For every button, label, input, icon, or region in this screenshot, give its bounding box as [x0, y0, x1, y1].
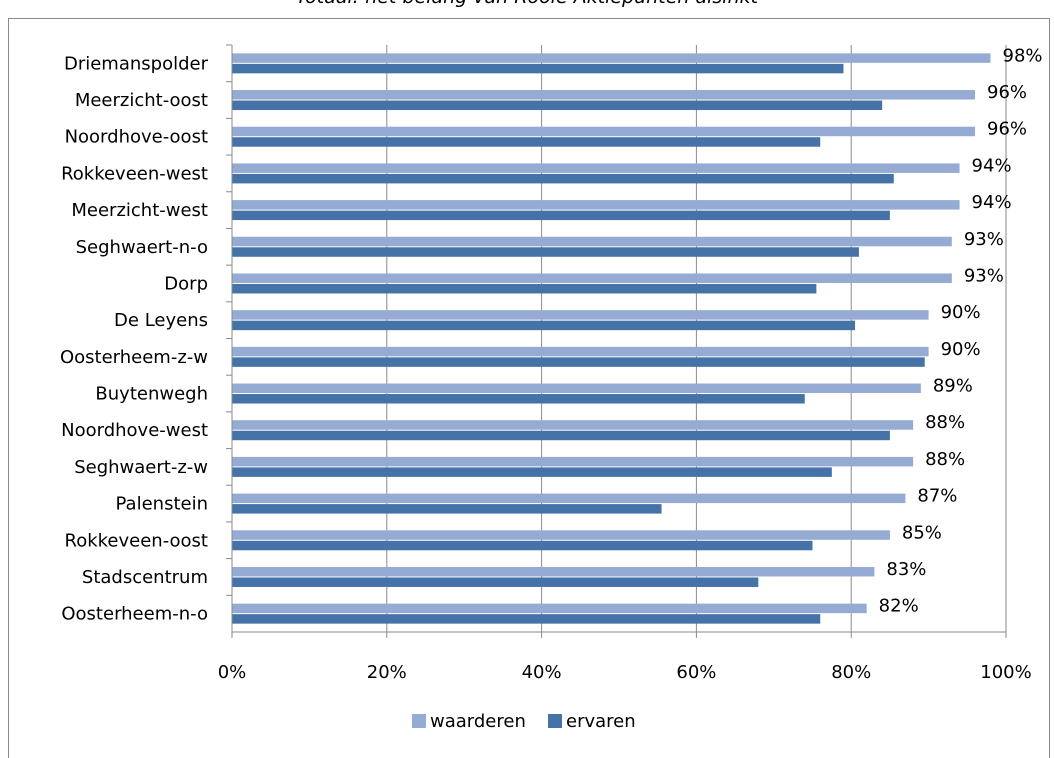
category-label: Rokkeveen-west — [61, 163, 208, 184]
bar-ervaren — [232, 100, 883, 111]
category-label: Meerzicht-west — [71, 200, 208, 221]
bar-waarderen — [232, 126, 976, 137]
bar-waarderen — [232, 420, 914, 430]
data-label: 88% — [925, 449, 965, 470]
bar-ervaren — [232, 357, 925, 367]
chart-title: Totaal: het belang van Rooie Aktiepunten… — [0, 0, 1054, 8]
category-label: De Leyens — [114, 310, 208, 331]
data-label: 88% — [925, 412, 965, 433]
labels: 0% 20% 40% 60% 80% 100% Driemanspolder 98% Meerz… — [60, 45, 1043, 683]
x-tick-label: 20% — [367, 662, 407, 683]
bar-ervaren — [232, 210, 890, 221]
bar-waarderen — [232, 53, 991, 63]
legend-swatch-ervaren — [548, 714, 562, 728]
category-label: Noordhove-oost — [65, 127, 208, 148]
category-label: Oosterheem-n-o — [61, 604, 208, 625]
bar-ervaren — [232, 540, 813, 551]
data-label: 90% — [941, 302, 981, 323]
x-tick-label: 40% — [522, 662, 562, 683]
bar-ervaren — [232, 614, 821, 624]
category-label: Seghwaert-z-w — [74, 457, 208, 478]
bar-ervaren — [232, 320, 856, 331]
category-label: Rokkeveen-oost — [65, 530, 209, 551]
legend-label-ervaren: ervaren — [566, 711, 636, 732]
data-label: 93% — [964, 265, 1004, 286]
x-tick-label: 60% — [676, 662, 716, 683]
bar-waarderen — [232, 236, 952, 247]
category-label: Seghwaert-n-o — [76, 237, 208, 258]
bar-ervaren — [232, 63, 844, 74]
legend: waarderen ervaren — [412, 711, 636, 732]
bar-waarderen — [232, 200, 960, 210]
bar-ervaren — [232, 467, 832, 477]
data-label: 94% — [972, 155, 1012, 176]
bar-waarderen — [232, 566, 875, 577]
bar-ervaren — [232, 173, 894, 184]
category-label: Oosterheem-z-w — [60, 347, 208, 368]
data-label: 96% — [987, 119, 1027, 140]
x-tick-label: 80% — [831, 662, 871, 683]
x-tick-label: 100% — [980, 662, 1031, 683]
data-label: 87% — [917, 486, 957, 507]
axes — [226, 44, 1007, 638]
data-label: 85% — [902, 522, 942, 543]
data-label: 83% — [886, 559, 926, 580]
data-label: 94% — [972, 192, 1012, 213]
bar-waarderen — [232, 603, 867, 614]
category-label: Meerzicht-oost — [75, 90, 208, 111]
category-label: Driemanspolder — [64, 53, 209, 74]
bar-waarderen — [232, 90, 976, 100]
bar-waarderen — [232, 456, 914, 467]
chart-frame — [8, 18, 1050, 758]
data-label: 93% — [964, 229, 1004, 250]
bar-ervaren — [232, 283, 817, 294]
bar-waarderen — [232, 346, 929, 357]
bar-ervaren — [232, 577, 759, 587]
category-label: Stadscentrum — [82, 567, 208, 588]
category-label: Palenstein — [116, 494, 208, 515]
bar-waarderen — [232, 493, 906, 504]
x-tick-label: 0% — [218, 662, 247, 683]
bar-waarderen — [232, 383, 921, 394]
bar-ervaren — [232, 247, 859, 257]
data-label: 90% — [941, 339, 981, 360]
bar-waarderen — [232, 530, 890, 540]
data-label: 89% — [933, 376, 973, 397]
legend-label-waarderen: waarderen — [430, 711, 526, 732]
category-label: Buytenwegh — [95, 384, 208, 405]
bar-waarderen — [232, 310, 929, 320]
bar-ervaren — [232, 430, 890, 441]
data-label: 82% — [879, 596, 919, 617]
category-label: Dorp — [164, 273, 208, 294]
bars — [232, 53, 991, 624]
data-label: 96% — [987, 82, 1027, 103]
bar-ervaren — [232, 504, 662, 514]
bar-waarderen — [232, 163, 960, 173]
bar-ervaren — [232, 394, 805, 404]
bar-ervaren — [232, 137, 821, 147]
bar-waarderen — [232, 273, 952, 283]
data-label: 98% — [1003, 45, 1043, 66]
legend-swatch-waarderen — [412, 714, 426, 728]
category-label: Noordhove-west — [61, 420, 208, 441]
